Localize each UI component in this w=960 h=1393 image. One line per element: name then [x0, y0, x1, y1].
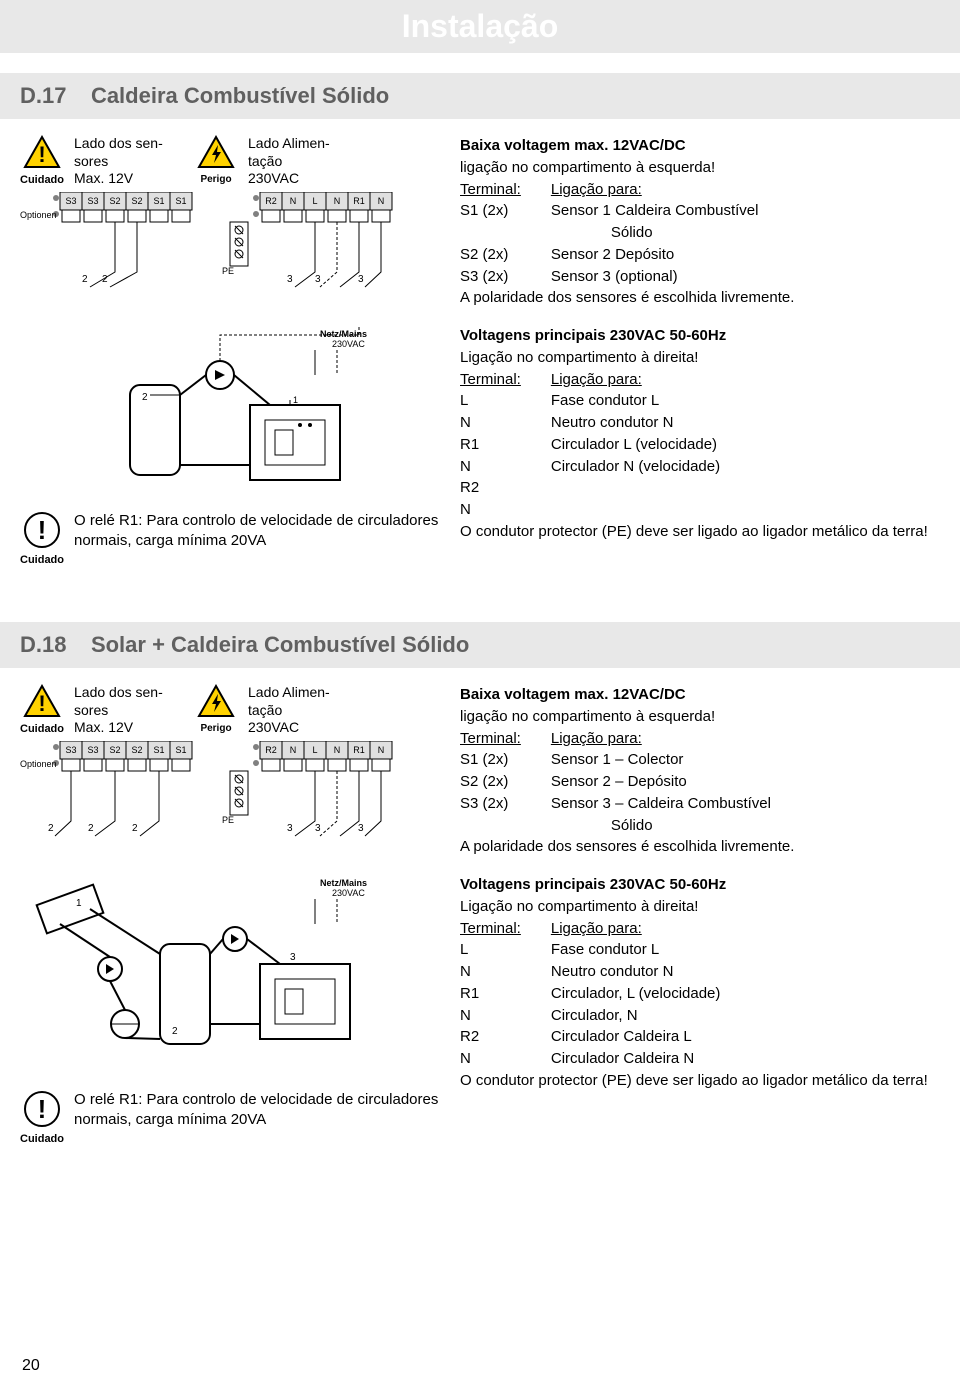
svg-text:3: 3 [358, 823, 364, 834]
section-header-d17: D.17 Caldeira Combustível Sólido [0, 73, 960, 119]
svg-text:N: N [290, 196, 297, 206]
cuidado-label: Cuidado [20, 723, 64, 735]
svg-text:S2: S2 [109, 196, 120, 206]
schematic-diagram-d18b: Netz/Mains 230VAC 1 2 3 [20, 874, 440, 1084]
svg-text:S3: S3 [65, 745, 76, 755]
svg-text:S2: S2 [131, 745, 142, 755]
section-title: Solar + Caldeira Combustível Sólido [91, 632, 469, 657]
d18-row2: Netz/Mains 230VAC 1 2 3 [0, 874, 960, 1145]
svg-text:3: 3 [287, 823, 293, 834]
power-line1: Lado Alimen- [248, 135, 330, 153]
svg-text:R2: R2 [265, 745, 277, 755]
svg-text:3: 3 [315, 823, 321, 834]
power-line3: 230VAC [248, 170, 330, 188]
svg-text:S3: S3 [65, 196, 76, 206]
svg-text:2: 2 [102, 274, 108, 285]
section-code: D.18 [20, 632, 66, 657]
svg-text:R2: R2 [265, 196, 277, 206]
relay-note-text: O relé R1: Para controlo de velocidade d… [74, 1090, 440, 1131]
svg-text:S1: S1 [175, 745, 186, 755]
terminal-diagram-d17a: S3 S3 S2 S2 S1 S1 Optionen [20, 192, 440, 292]
svg-text:2: 2 [82, 274, 88, 285]
svg-text:!: ! [38, 142, 45, 167]
d18-lowvoltage-text: Baixa voltagem max. 12VAC/DC ligação no … [460, 684, 940, 858]
d18-row1: ! Cuidado Lado dos sen- sores Max. 12V P… [0, 684, 960, 858]
sensor-line1: Lado dos sen- [74, 135, 184, 153]
d17-row2: Netz/Mains 230VAC 2 1 [0, 325, 960, 566]
cuidado-label: Cuidado [20, 1133, 64, 1145]
d17-mains-text: Voltagens principais 230VAC 50-60Hz Liga… [460, 325, 940, 566]
svg-text:N: N [334, 196, 341, 206]
svg-text:!: ! [38, 1094, 47, 1124]
svg-text:N: N [378, 196, 385, 206]
relay-note-text: O relé R1: Para controlo de velocidade d… [74, 511, 440, 552]
svg-text:N: N [290, 745, 297, 755]
svg-text:L: L [312, 745, 317, 755]
svg-text:3: 3 [290, 952, 296, 963]
page-header: Instalação [0, 0, 960, 53]
svg-text:Optionen: Optionen [20, 759, 57, 769]
svg-text:230VAC: 230VAC [332, 888, 365, 898]
sensor-line3: Max. 12V [74, 170, 184, 188]
terminal-diagram-d18a: S3 S3 S2 S2 S1 S1 Optionen [20, 741, 440, 841]
warning-circle-icon: ! [23, 1090, 61, 1128]
svg-text:2: 2 [48, 823, 54, 834]
svg-text:3: 3 [287, 274, 293, 285]
schematic-diagram-d17b: Netz/Mains 230VAC 2 1 [20, 325, 440, 505]
optionen-label: Optionen [20, 210, 57, 220]
svg-text:1: 1 [76, 898, 82, 909]
svg-text:Netz/Mains: Netz/Mains [320, 329, 367, 339]
svg-text:!: ! [38, 691, 45, 716]
svg-text:2: 2 [142, 392, 148, 403]
svg-text:PE: PE [222, 266, 234, 276]
warning-triangle-icon: ! [23, 684, 61, 718]
svg-text:S2: S2 [109, 745, 120, 755]
svg-text:3: 3 [315, 274, 321, 285]
svg-text:3: 3 [358, 274, 364, 285]
svg-text:N: N [378, 745, 385, 755]
d17-lowvoltage-text: Baixa voltagem max. 12VAC/DC ligação no … [460, 135, 940, 309]
svg-text:!: ! [38, 515, 47, 545]
warning-triangle-icon: ! [23, 135, 61, 169]
power-line2: tação [248, 153, 330, 171]
svg-text:S3: S3 [87, 196, 98, 206]
warning-circle-icon: ! [23, 511, 61, 549]
perigo-label: Perigo [194, 174, 238, 185]
page-number: 20 [22, 1357, 40, 1375]
svg-text:S3: S3 [87, 745, 98, 755]
svg-text:S2: S2 [131, 196, 142, 206]
svg-text:R1: R1 [353, 196, 365, 206]
section-header-d18: D.18 Solar + Caldeira Combustível Sólido [0, 622, 960, 668]
svg-text:N: N [334, 745, 341, 755]
svg-text:2: 2 [172, 1026, 178, 1037]
lightning-triangle-icon [197, 135, 235, 169]
svg-text:PE: PE [222, 815, 234, 825]
cuidado-label: Cuidado [20, 174, 64, 186]
svg-text:Netz/Mains: Netz/Mains [320, 878, 367, 888]
svg-text:S1: S1 [153, 196, 164, 206]
lightning-triangle-icon [197, 684, 235, 718]
d17-row1: ! Cuidado Lado dos sen- sores Max. 12V P… [0, 135, 960, 309]
svg-text:2: 2 [88, 823, 94, 834]
svg-text:R1: R1 [353, 745, 365, 755]
cuidado-label: Cuidado [20, 554, 64, 566]
svg-text:230VAC: 230VAC [332, 339, 365, 349]
svg-text:S1: S1 [153, 745, 164, 755]
sensor-line2: sores [74, 153, 184, 171]
section-title: Caldeira Combustível Sólido [91, 83, 389, 108]
page-title: Instalação [0, 8, 960, 45]
svg-text:2: 2 [132, 823, 138, 834]
svg-text:L: L [312, 196, 317, 206]
svg-text:S1: S1 [175, 196, 186, 206]
perigo-label: Perigo [194, 723, 238, 734]
d18-mains-text: Voltagens principais 230VAC 50-60Hz Liga… [460, 874, 940, 1145]
section-code: D.17 [20, 83, 66, 108]
svg-text:1: 1 [293, 395, 298, 405]
